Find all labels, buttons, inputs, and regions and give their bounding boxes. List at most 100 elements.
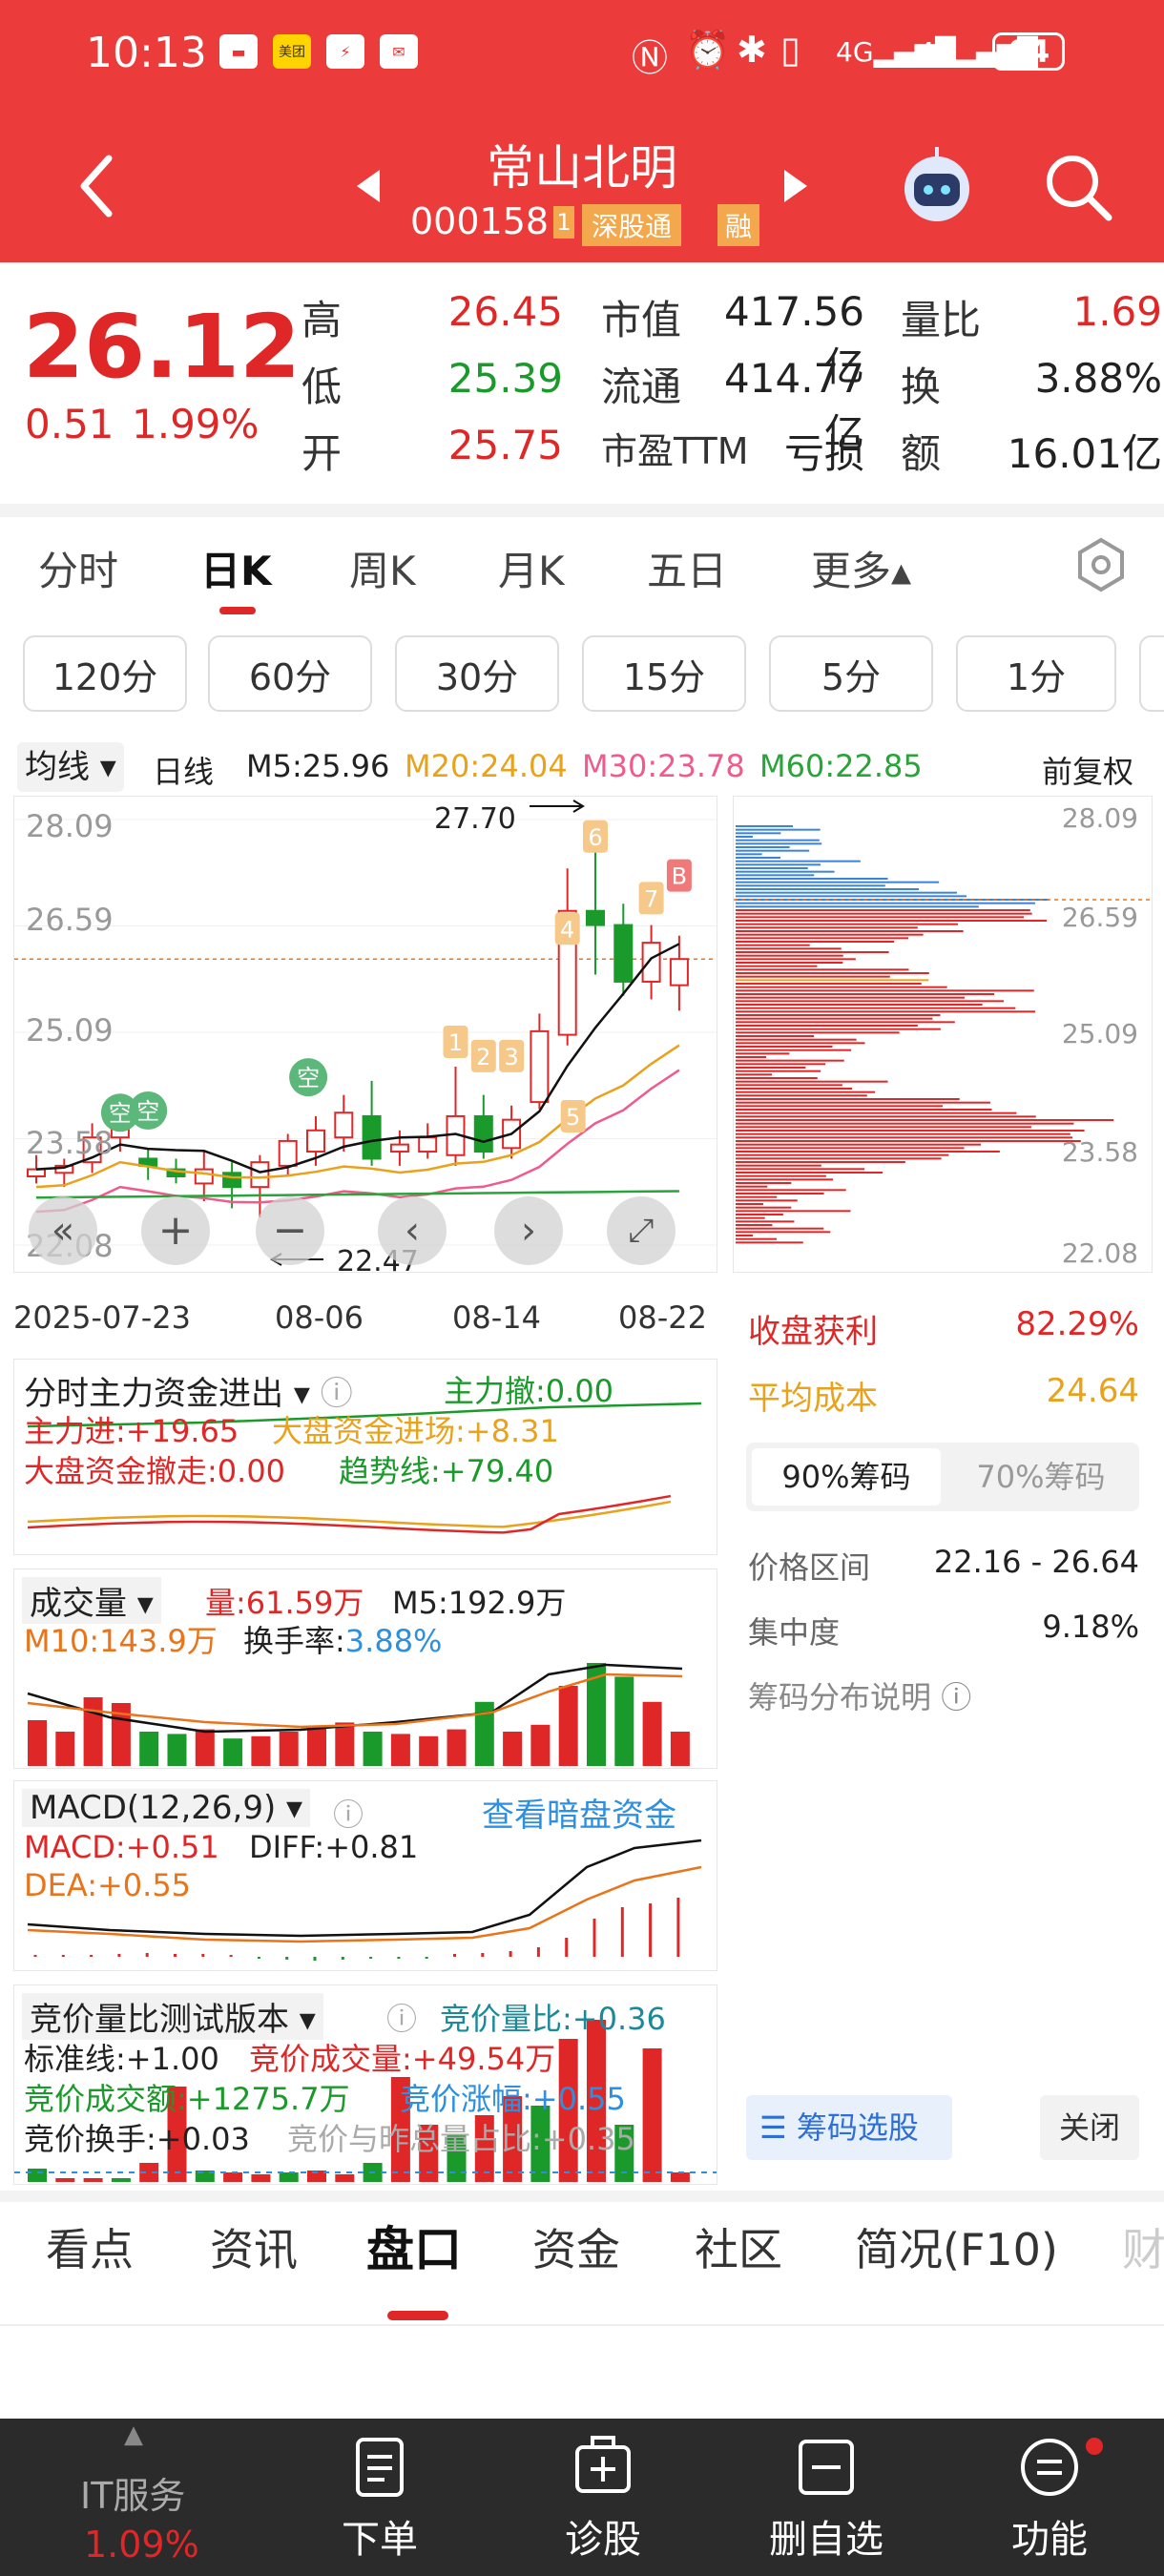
chip-bar — [736, 923, 958, 925]
signal-marker — [583, 820, 608, 853]
macd-selector[interactable]: MACD(12,26,9) ▾ — [22, 1789, 311, 1827]
chip-bar — [736, 895, 967, 898]
pill-overflow[interactable] — [1139, 635, 1164, 712]
prev-stock-icon[interactable] — [353, 168, 382, 204]
next-stock-icon[interactable] — [782, 168, 811, 204]
candle — [250, 1161, 270, 1189]
tab-news[interactable]: 资讯 — [210, 2224, 298, 2275]
macd-value: MACD:+0.51 — [24, 1829, 219, 1865]
price-change: 0.51 — [25, 401, 114, 447]
tab-highlights[interactable]: 看点 — [46, 2224, 134, 2275]
turnover-value: 3.88% — [1034, 355, 1162, 402]
pill-1min[interactable]: 1分 — [956, 635, 1116, 712]
chip-bar — [736, 1189, 846, 1192]
empty-signal-label: 空 — [109, 1100, 132, 1127]
capital-panel-title[interactable]: 分时主力资金进出 ▾ ⓘ — [24, 1375, 353, 1413]
chip-bar — [736, 930, 964, 932]
chip-bar — [736, 857, 781, 859]
margin-badge: 融 — [717, 204, 760, 246]
mail-app-icon: ✉ — [380, 34, 418, 69]
functions-button[interactable]: 功能 — [954, 2419, 1145, 2564]
volume-bar — [530, 1724, 551, 1766]
tab-community[interactable]: 社区 — [695, 2224, 782, 2275]
auction-std: 标准线:+1.00 — [24, 2041, 219, 2077]
tab-five-day[interactable]: 五日 — [647, 548, 728, 594]
chip-bar — [736, 1021, 955, 1024]
auction-selector[interactable]: 竞价量比测试版本 ▾ — [22, 1993, 323, 2040]
signal-4g-icon-1: 4G▂▄▆█ — [836, 36, 956, 68]
tab-fenshi[interactable]: 分时 — [38, 548, 119, 594]
chip-close-button[interactable]: 关闭 — [1040, 2095, 1139, 2160]
zoom-in-button[interactable]: + — [141, 1196, 210, 1265]
volume-bar — [223, 1738, 243, 1766]
volume-bar — [363, 1732, 383, 1766]
meituan-icon: 美团 — [273, 34, 311, 69]
search-icon[interactable] — [1042, 151, 1114, 223]
chip-bar — [736, 832, 781, 835]
pill-15min[interactable]: 15分 — [582, 635, 746, 712]
candle — [194, 1168, 214, 1185]
chip-bar — [736, 1153, 949, 1156]
alarm-icon: ⏰ — [685, 29, 731, 71]
adjust-mode[interactable]: 前复权 — [1042, 754, 1134, 790]
capital-yellow-line — [27, 1500, 672, 1528]
high-price-marker: 27.70 — [434, 802, 516, 836]
volume-selector[interactable]: 成交量 ▾ — [22, 1577, 161, 1624]
kline-y-label-0: 28.09 — [26, 808, 114, 844]
pill-30min[interactable]: 30分 — [395, 635, 559, 712]
candle — [278, 1139, 298, 1167]
volume-ratio-label: 量比 — [901, 297, 982, 343]
ma60-value: M60:22.85 — [759, 748, 923, 784]
chip-bar — [736, 853, 762, 856]
back-arrow-icon[interactable] — [76, 153, 114, 219]
volume-bar — [335, 1722, 355, 1766]
tab-daily-k[interactable]: 日K — [200, 548, 272, 594]
ma-selector[interactable]: 均线 ▾ — [17, 742, 124, 792]
diagnose-button[interactable]: 诊股 — [508, 2419, 698, 2564]
tab-finance[interactable]: 财 — [1122, 2224, 1164, 2275]
chip-bar — [736, 1025, 918, 1027]
chip-tab-90[interactable]: 90%筹码 — [752, 1448, 941, 1506]
amount-label: 额 — [901, 430, 942, 477]
tab-orderbook[interactable]: 盘口 — [366, 2222, 462, 2277]
volume-bar — [558, 1686, 578, 1766]
order-button[interactable]: 下单 — [284, 2419, 475, 2564]
chip-bar — [736, 993, 995, 995]
pill-5min[interactable]: 5分 — [769, 635, 933, 712]
volume-bar — [474, 1701, 494, 1766]
pill-60min[interactable]: 60分 — [208, 635, 372, 712]
chip-bar — [736, 972, 929, 974]
amount-value: 16.01亿 — [1007, 430, 1162, 477]
chip-bar — [736, 1210, 851, 1213]
dark-pool-link[interactable]: 查看暗盘资金 — [482, 1797, 676, 1835]
chip-bar — [736, 983, 922, 985]
scroll-left-button[interactable]: ‹ — [378, 1196, 447, 1265]
status-time: 10:13 — [86, 29, 207, 77]
chip-stock-select-button[interactable]: ☰ 筹码选股 — [746, 2095, 952, 2160]
zoom-out-button[interactable]: − — [256, 1196, 324, 1265]
tab-capital[interactable]: 资金 — [532, 2224, 620, 2275]
settings-hex-icon[interactable] — [1072, 536, 1130, 593]
scroll-right-button[interactable]: › — [494, 1196, 563, 1265]
candle — [222, 1172, 242, 1189]
pe-value: 亏损 — [783, 430, 864, 477]
chip-bar — [736, 912, 1032, 915]
pill-120min[interactable]: 120分 — [23, 635, 187, 712]
chip-explain-link[interactable]: 筹码分布说明 ⓘ — [748, 1679, 972, 1715]
app-notification-icon: ▬ — [219, 34, 258, 69]
tab-more[interactable]: 更多▴ — [811, 548, 912, 594]
chip-tab-70[interactable]: 70%筹码 — [976, 1459, 1106, 1495]
fullscreen-button[interactable]: ⤢ — [607, 1196, 676, 1265]
remove-watchlist-button[interactable]: 删自选 — [731, 2419, 922, 2564]
chip-bar — [736, 1101, 991, 1104]
candle — [334, 1111, 354, 1139]
scroll-left-fast-button[interactable]: « — [29, 1196, 97, 1265]
robot-assistant-icon[interactable] — [897, 145, 977, 225]
tab-weekly-k[interactable]: 周K — [349, 548, 416, 594]
sector-name[interactable]: IT服务 — [80, 2475, 186, 2517]
tab-monthly-k[interactable]: 月K — [498, 548, 565, 594]
tab-f10[interactable]: 简况(F10) — [855, 2224, 1058, 2275]
chip-bar — [736, 878, 888, 880]
